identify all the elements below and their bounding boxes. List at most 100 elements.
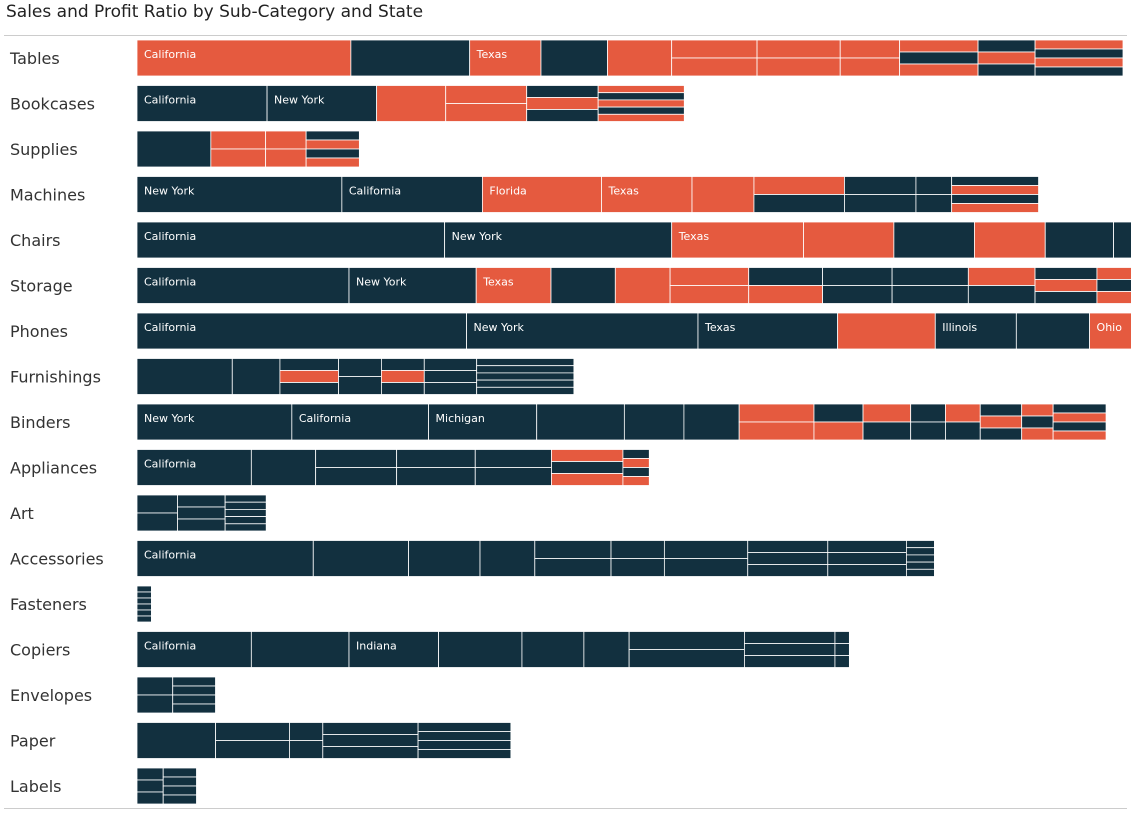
chart-title: Sales and Profit Ratio by Sub-Category a…	[6, 2, 424, 22]
row-label-storage: Storage	[10, 277, 73, 296]
treemap-cell	[445, 85, 528, 104]
treemap-cell	[951, 194, 1039, 204]
treemap-cell	[844, 176, 917, 195]
treemap-cell	[476, 379, 575, 388]
treemap-cell	[691, 176, 755, 213]
treemap-cell	[671, 221, 804, 259]
row-label-bookcases: Bookcases	[10, 95, 95, 114]
treemap-cell	[526, 85, 599, 98]
treemap-cell	[312, 540, 409, 577]
treemap-cell	[380, 382, 425, 395]
treemap-cell	[250, 449, 317, 486]
row-label-labels: Labels	[10, 777, 62, 796]
treemap-cell	[350, 39, 471, 77]
treemap-cell	[1089, 312, 1131, 350]
treemap-cell	[289, 722, 324, 741]
treemap-cell	[669, 285, 750, 304]
treemap-cell	[967, 285, 1036, 304]
treemap-cell	[597, 106, 685, 115]
treemap-cell	[827, 564, 907, 577]
treemap-cell	[380, 358, 425, 371]
treemap-cell	[747, 552, 829, 565]
treemap-cell	[305, 139, 360, 150]
treemap-cell	[534, 558, 612, 577]
treemap-cell	[597, 92, 685, 101]
treemap-cell	[408, 540, 481, 577]
treemap-cell	[475, 267, 552, 304]
top-divider	[4, 35, 1127, 36]
treemap-cell	[1015, 312, 1090, 350]
treemap-cell	[822, 285, 893, 304]
state-label-florida: Florida	[489, 185, 526, 198]
treemap-cell	[476, 386, 575, 395]
treemap-cell	[224, 501, 267, 510]
treemap-cell	[210, 148, 267, 168]
treemap-cell	[396, 467, 476, 486]
row-label-chairs: Chairs	[10, 231, 60, 250]
treemap-cell	[476, 365, 575, 374]
treemap-cell	[822, 267, 893, 286]
treemap-cell	[607, 39, 673, 77]
treemap-cell	[136, 722, 217, 759]
state-label-texas: Texas	[678, 230, 710, 243]
treemap-cell	[813, 403, 864, 423]
treemap-cell	[521, 631, 585, 668]
treemap-cell	[224, 494, 267, 503]
treemap-cell	[423, 358, 478, 371]
treemap-cell	[136, 494, 178, 514]
state-label-texas: Texas	[608, 185, 640, 198]
state-label-illinois: Illinois	[942, 321, 977, 334]
treemap-cell	[827, 540, 907, 553]
treemap-cell	[834, 655, 850, 668]
treemap-cell	[663, 558, 749, 577]
treemap-cell	[748, 285, 823, 304]
state-label-new-york: New York	[452, 230, 503, 243]
state-label-texas: Texas	[476, 48, 508, 61]
row-label-fasteners: Fasteners	[10, 595, 87, 614]
treemap-cell	[469, 39, 542, 77]
row-label-art: Art	[10, 504, 34, 523]
treemap-cell	[322, 734, 419, 747]
treemap-cell	[474, 449, 552, 468]
treemap-cell	[376, 85, 447, 122]
treemap-cell	[601, 176, 693, 213]
treemap-cell	[177, 518, 226, 532]
treemap-cell	[136, 267, 350, 304]
treemap-cell	[481, 176, 602, 213]
treemap-cell	[136, 585, 152, 593]
treemap-cell	[1021, 415, 1054, 429]
treemap-cell	[322, 746, 419, 759]
treemap-cell	[1096, 291, 1131, 304]
treemap-cell	[915, 194, 953, 213]
treemap-cell	[1052, 403, 1107, 414]
treemap-cell	[417, 722, 512, 732]
state-label-california: California	[144, 640, 196, 653]
treemap-cell	[837, 312, 936, 350]
treemap-cell	[979, 415, 1023, 429]
state-label-new-york: New York	[144, 412, 195, 425]
state-label-texas: Texas	[704, 321, 736, 334]
treemap-cell	[479, 540, 536, 577]
state-label-indiana: Indiana	[356, 640, 397, 653]
treemap-cell	[951, 203, 1039, 213]
treemap-cell	[614, 267, 671, 304]
treemap-cell	[839, 39, 901, 59]
treemap-cell	[265, 130, 307, 150]
treemap-cell	[279, 382, 339, 395]
treemap-cell	[663, 540, 749, 559]
treemap-cell	[265, 148, 307, 168]
treemap-cell	[1034, 57, 1124, 68]
treemap-cell	[136, 39, 352, 77]
state-label-new-york: New York	[144, 185, 195, 198]
treemap-cell	[951, 185, 1039, 195]
treemap-cell	[380, 370, 425, 383]
treemap-cell	[315, 449, 398, 468]
treemap-cell	[891, 267, 969, 286]
treemap-cell	[177, 494, 226, 508]
treemap-cell	[738, 421, 815, 441]
row-label-phones: Phones	[10, 322, 68, 341]
treemap-cell	[526, 97, 599, 110]
treemap-cell	[136, 512, 178, 532]
state-label-michigan: Michigan	[436, 412, 485, 425]
